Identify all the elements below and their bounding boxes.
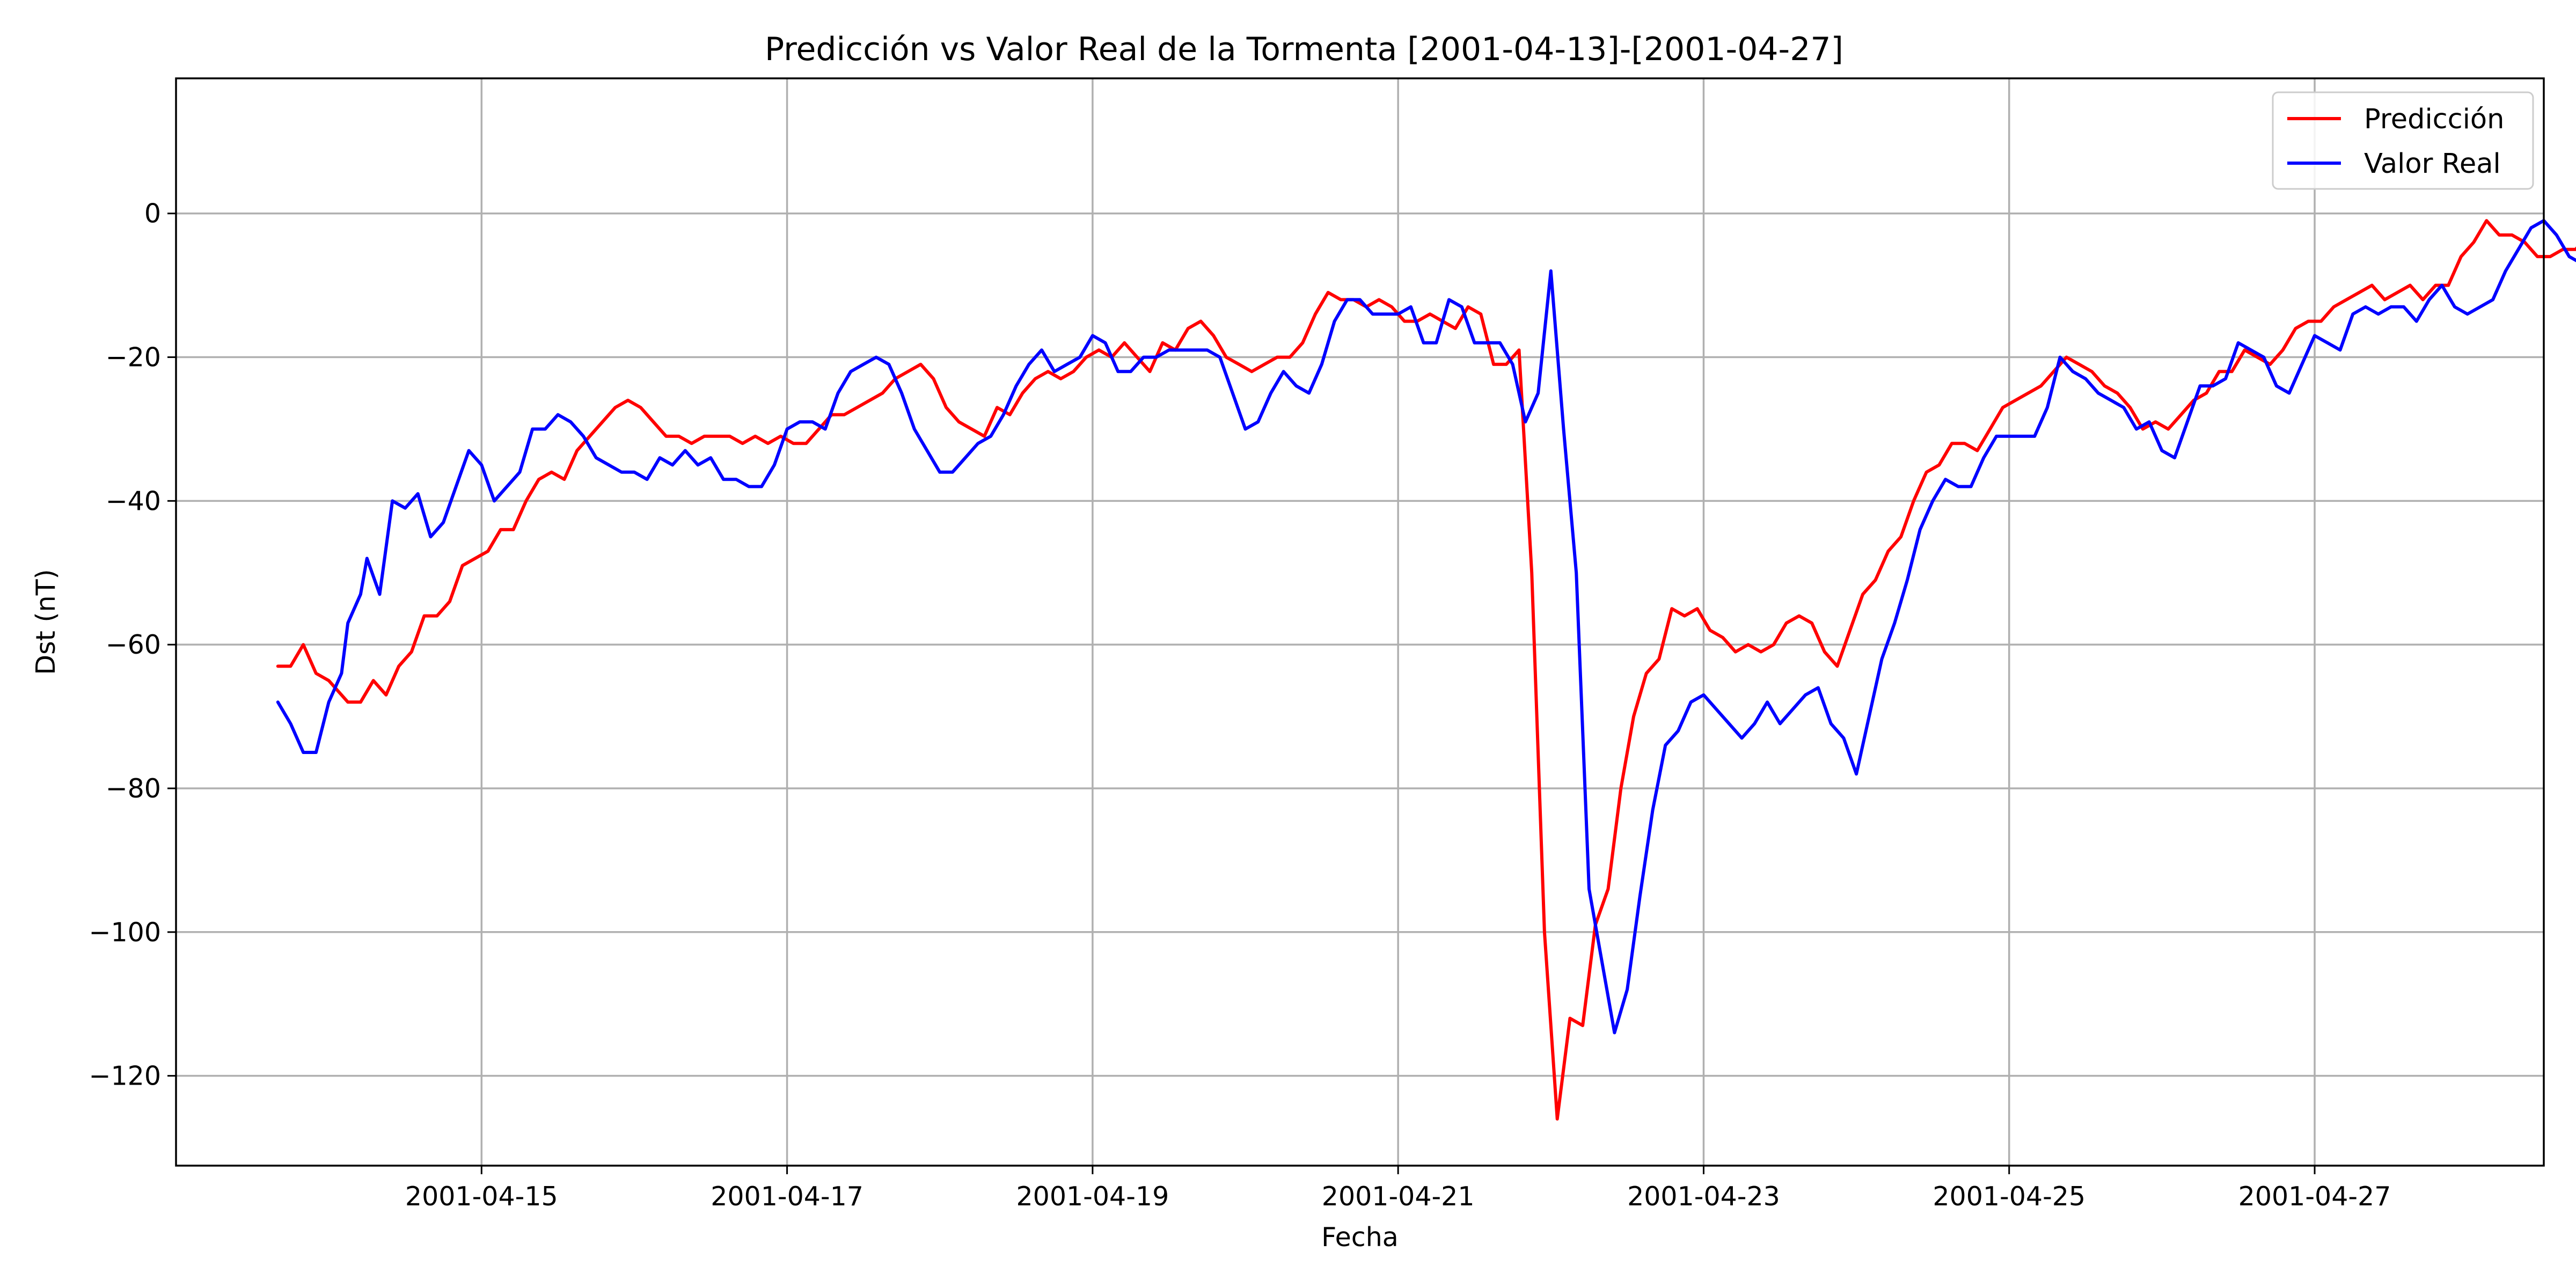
y-tick-label: −60 — [106, 630, 161, 660]
y-tick-label: −120 — [89, 1061, 161, 1092]
x-tick-label: 2001-04-21 — [1322, 1181, 1475, 1212]
legend-label: Valor Real — [2364, 148, 2501, 180]
legend: Predicción Valor Real — [2272, 91, 2534, 190]
series-line-predicci-n — [276, 219, 2576, 1121]
legend-label: Predicción — [2364, 104, 2504, 135]
grid — [176, 78, 2544, 1166]
y-tick-label: −80 — [106, 773, 161, 804]
x-tick-label: 2001-04-23 — [1627, 1181, 1780, 1212]
x-tick-label: 2001-04-25 — [1933, 1181, 2085, 1212]
y-tick-label: −100 — [89, 917, 161, 948]
y-axis-ticks: 0 −20 −40 −60 −80 −100 −120 — [89, 199, 176, 1092]
x-axis-ticks: 2001-04-15 2001-04-17 2001-04-19 2001-04-21… — [405, 1166, 2391, 1212]
y-tick-label: −40 — [106, 486, 161, 516]
chart-title: Predicción vs Valor Real de la Tormenta … — [765, 31, 1843, 68]
plot-lines — [276, 219, 2576, 1121]
x-axis-label: Fecha — [1321, 1222, 1399, 1253]
x-tick-label: 2001-04-15 — [405, 1181, 558, 1212]
series-line-valor-real — [276, 219, 2576, 1035]
y-tick-label: 0 — [144, 199, 161, 229]
y-tick-label: −20 — [106, 342, 161, 373]
y-axis-label: Dst (nT) — [31, 569, 61, 675]
x-tick-label: 2001-04-27 — [2238, 1181, 2391, 1212]
x-tick-label: 2001-04-19 — [1016, 1181, 1169, 1212]
x-tick-label: 2001-04-17 — [711, 1181, 863, 1212]
plot-frame — [175, 77, 2545, 1167]
